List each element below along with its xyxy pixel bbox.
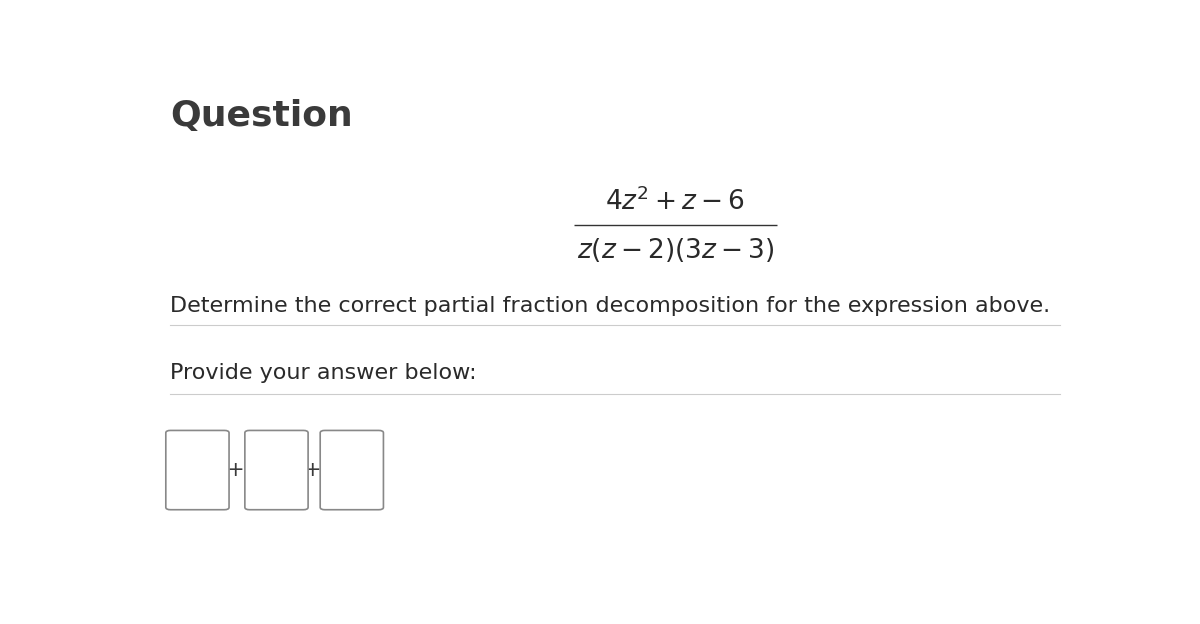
Text: $4z^2 + z - 6$: $4z^2 + z - 6$ bbox=[606, 188, 745, 217]
Text: Provide your answer below:: Provide your answer below: bbox=[170, 363, 478, 383]
Text: +: + bbox=[227, 460, 245, 480]
Text: Determine the correct partial fraction decomposition for the expression above.: Determine the correct partial fraction d… bbox=[170, 296, 1050, 316]
FancyBboxPatch shape bbox=[320, 431, 384, 510]
FancyBboxPatch shape bbox=[166, 431, 229, 510]
Text: $z(z - 2)(3z - 3)$: $z(z - 2)(3z - 3)$ bbox=[577, 236, 774, 264]
FancyBboxPatch shape bbox=[245, 431, 308, 510]
Text: +: + bbox=[304, 460, 322, 480]
Text: Question: Question bbox=[170, 99, 353, 133]
